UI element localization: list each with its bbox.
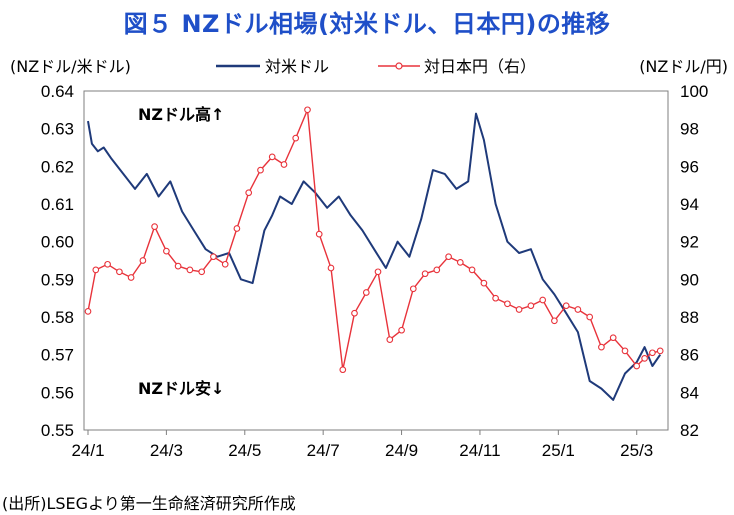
series-jpy-point <box>116 268 123 276</box>
series-jpy-point <box>492 294 499 302</box>
y-left-tick-label: 0.63 <box>41 120 74 139</box>
y-left-tick-label: 0.56 <box>41 383 74 402</box>
y-right-tick-label: 96 <box>680 157 699 176</box>
y-right-ticks: 82 84 86 88 90 92 94 96 98 100 <box>680 82 708 440</box>
annotation-low: NZドル安↓ <box>138 379 224 398</box>
y-left-tick-label: 0.58 <box>41 308 74 327</box>
series-jpy-point <box>233 225 241 232</box>
y-right-tick-label: 94 <box>680 195 699 214</box>
series-jpy-point <box>210 253 217 261</box>
y-right-tick-label: 98 <box>680 120 699 139</box>
series-jpy-point <box>163 247 170 255</box>
series-jpy-point <box>280 161 288 168</box>
y-left-ticks: 0.55 0.56 0.57 0.58 0.59 0.60 0.61 0.62 0.63 0.64 <box>41 82 74 440</box>
series-jpy-point <box>456 259 464 266</box>
y-right-tick-label: 82 <box>680 421 699 440</box>
series-jpy-point <box>504 300 511 308</box>
y-left-tick-label: 0.64 <box>41 82 74 101</box>
series-jpy-point <box>127 274 135 281</box>
series-jpy-point <box>221 260 229 268</box>
series-jpy-point <box>174 262 182 270</box>
series-jpy-point <box>386 336 394 343</box>
x-tick-label: 24/3 <box>150 441 183 460</box>
series-jpy-line <box>87 109 661 371</box>
left-axis-unit-label: (NZドル/米ドル) <box>10 57 131 76</box>
series-jpy-point <box>398 326 405 334</box>
x-ticks: 24/1 24/3 24/5 24/7 24/9 24/11 25/1 25/3 <box>71 430 653 460</box>
series-jpy-point <box>198 268 206 276</box>
chart-title: 図５ NZドル相場(対米ドル、日本円)の推移 <box>123 10 611 38</box>
series-jpy-point <box>515 306 523 313</box>
x-tick-label: 25/3 <box>620 441 653 460</box>
y-left-tick-label: 0.60 <box>41 233 74 252</box>
series-jpy-point <box>480 279 488 287</box>
series-jpy-point <box>409 285 417 293</box>
series-jpy-point <box>641 355 648 362</box>
series-jpy-point <box>292 134 300 142</box>
x-tick-label: 24/11 <box>459 441 500 460</box>
series-jpy-point <box>574 306 582 313</box>
y-right-tick-label: 84 <box>680 383 699 402</box>
series-jpy-point <box>539 296 547 304</box>
y-right-tick-label: 92 <box>680 233 699 252</box>
x-tick-label: 25/1 <box>542 441 575 460</box>
series-jpy-point <box>598 343 605 351</box>
series-jpy-point <box>257 166 264 174</box>
x-tick-label: 24/9 <box>385 441 418 460</box>
annotation-high: NZドル高↑ <box>138 105 224 124</box>
series-jpy-point <box>151 223 158 230</box>
series-jpy-point <box>468 266 476 274</box>
source-note: (出所)LSEGより第一生命経済研究所作成 <box>2 494 296 513</box>
legend-jpy-label: 対日本円（右） <box>424 57 536 76</box>
series-jpy-point <box>245 189 253 197</box>
y-left-tick-label: 0.61 <box>41 195 74 214</box>
series-jpy-point <box>527 302 535 310</box>
series-jpy-point <box>621 347 629 355</box>
series-jpy-point <box>104 260 111 268</box>
series-jpy-point <box>586 313 594 321</box>
series-jpy-point <box>609 334 617 342</box>
legend-jpy-marker <box>395 62 403 70</box>
x-tick-label: 24/1 <box>71 441 104 460</box>
plot-frame <box>83 90 669 431</box>
chart-svg: 0.55 0.56 0.57 0.58 0.59 0.60 0.61 0.62 0.63 0.64… <box>10 57 728 460</box>
series-jpy-point <box>445 253 452 261</box>
series-jpy-point <box>186 266 194 274</box>
series-jpy-point <box>92 266 100 274</box>
y-right-tick-label: 88 <box>680 308 699 327</box>
y-left-tick-label: 0.62 <box>41 157 74 176</box>
y-left-tick-label: 0.59 <box>41 270 74 289</box>
series-usd-line <box>87 112 662 401</box>
x-tick-label: 24/7 <box>307 441 340 460</box>
series-jpy-point <box>339 366 347 374</box>
series-jpy-point <box>562 302 570 310</box>
series-jpy-point <box>656 347 664 355</box>
series-jpy-point <box>139 257 147 264</box>
y-right-tick-label: 100 <box>680 82 708 101</box>
series-jpy-point <box>633 362 641 370</box>
x-tick-label: 24/5 <box>228 441 261 460</box>
series-jpy-point <box>84 308 92 315</box>
y-left-tick-label: 0.57 <box>41 346 74 365</box>
series-jpy-point <box>421 270 429 278</box>
y-right-tick-label: 86 <box>680 346 699 365</box>
series-jpy-point <box>649 349 656 357</box>
series-layer <box>84 106 664 401</box>
series-jpy-point <box>551 317 558 325</box>
plot-border <box>83 90 669 431</box>
legend: 対米ドル 対日本円（右） <box>216 57 536 76</box>
series-jpy-point <box>351 309 358 317</box>
series-jpy-point <box>433 266 441 274</box>
series-jpy-point <box>374 268 382 276</box>
series-jpy-point <box>362 289 370 296</box>
series-jpy-point <box>304 106 311 114</box>
y-left-tick-label: 0.55 <box>41 421 74 440</box>
legend-usd-label: 対米ドル <box>265 57 329 76</box>
series-jpy-point <box>315 230 323 238</box>
right-axis-unit-label: (NZドル/円) <box>639 57 728 76</box>
series-jpy-point <box>268 153 276 161</box>
y-right-tick-label: 90 <box>680 270 699 289</box>
series-jpy-point <box>327 264 335 272</box>
